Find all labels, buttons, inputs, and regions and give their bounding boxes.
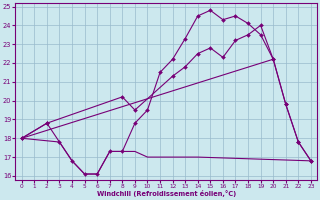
X-axis label: Windchill (Refroidissement éolien,°C): Windchill (Refroidissement éolien,°C) (97, 190, 236, 197)
